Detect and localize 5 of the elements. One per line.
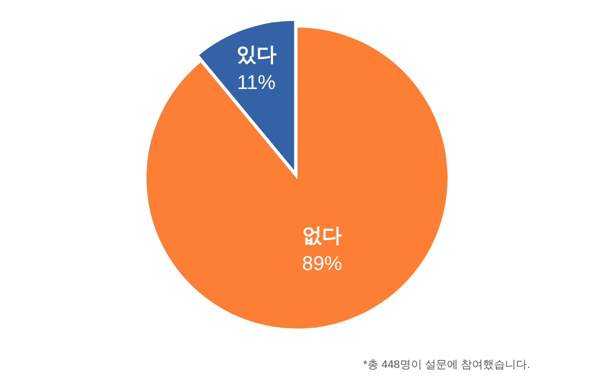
text: *총 448명이 설문에 참여했습니다. (363, 359, 530, 371)
data-label: 89% (302, 253, 342, 275)
slice-label: 있다 (236, 44, 276, 66)
data-label: 11% (236, 72, 276, 94)
slice-label: 없다 (302, 225, 342, 247)
